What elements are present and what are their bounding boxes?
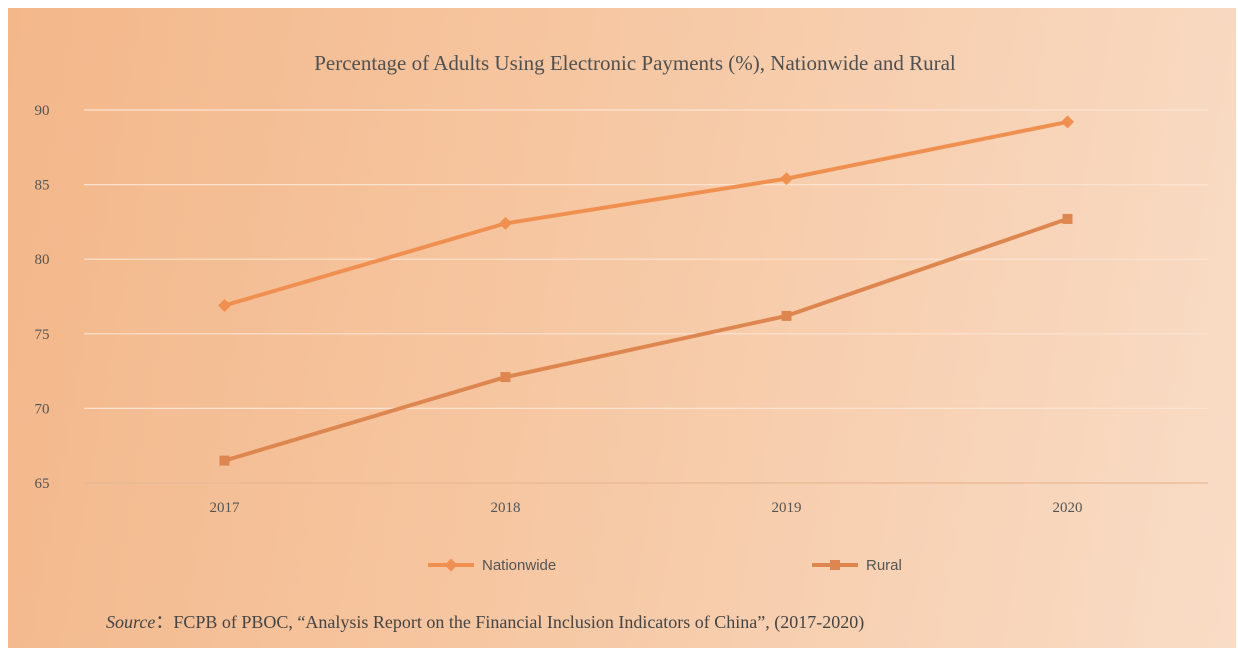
chart-panel: Percentage of Adults Using Electronic Pa… <box>8 8 1236 648</box>
y-tick-label: 70 <box>35 401 50 417</box>
series-line <box>222 216 1070 463</box>
x-tick-label: 2019 <box>772 500 802 516</box>
y-tick-label: 90 <box>35 103 50 119</box>
series-nationwide <box>218 115 1074 312</box>
grid-lines <box>84 109 1208 484</box>
x-tick-label: 2018 <box>491 500 521 516</box>
data-point-marker <box>780 172 793 186</box>
x-axis-ticks: 2017 2018 2019 2020 <box>210 500 1083 516</box>
y-tick-label: 65 <box>35 476 50 492</box>
source-text: FCPB of PBOC, “Analysis Report on the Fi… <box>173 612 865 632</box>
data-point-marker <box>499 216 512 230</box>
legend: Nationwide Rural <box>428 557 902 574</box>
data-point-marker <box>500 372 511 383</box>
source-label: Source <box>106 612 156 632</box>
data-point-marker <box>1062 213 1073 224</box>
series-group <box>218 115 1074 466</box>
y-tick-label: 85 <box>35 178 50 194</box>
data-point-marker <box>1061 115 1074 129</box>
x-tick-label: 2017 <box>210 500 241 516</box>
data-point-marker <box>218 298 231 312</box>
series-rural <box>219 213 1073 466</box>
line-chart: Percentage of Adults Using Electronic Pa… <box>35 51 1208 574</box>
y-tick-label: 75 <box>35 327 50 343</box>
x-tick-label: 2020 <box>1053 500 1083 516</box>
data-point-marker <box>219 455 230 466</box>
legend-marker <box>444 558 458 572</box>
series-line <box>222 119 1070 308</box>
data-point-marker <box>781 310 792 321</box>
legend-marker <box>830 560 840 570</box>
source-separator: ： <box>155 612 174 632</box>
legend-item: Rural <box>812 557 902 574</box>
legend-label: Nationwide <box>482 557 556 574</box>
y-tick-label: 80 <box>35 252 50 268</box>
chart-title: Percentage of Adults Using Electronic Pa… <box>314 51 956 75</box>
y-axis-ticks: 65 70 75 80 85 90 <box>35 103 50 492</box>
legend-label: Rural <box>866 557 902 574</box>
source-note: Source：FCPB of PBOC, “Analysis Report on… <box>106 608 864 634</box>
legend-item: Nationwide <box>428 557 556 574</box>
